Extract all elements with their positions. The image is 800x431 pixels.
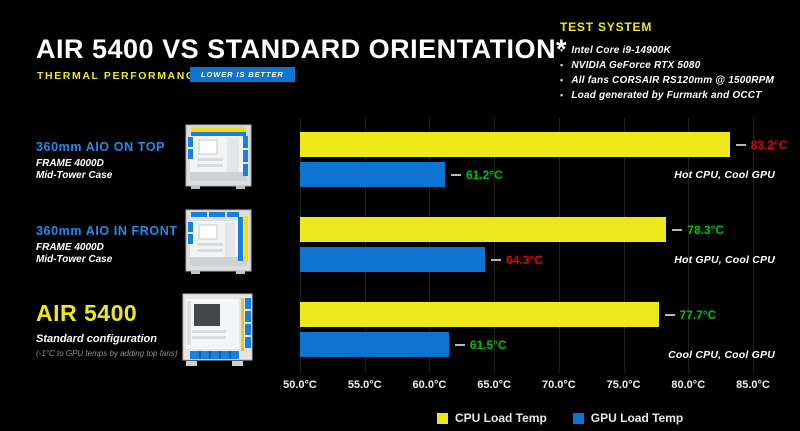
gpu-temp-bar-group-3: [300, 332, 449, 357]
case-illustration-air5400-icon: [182, 293, 253, 366]
value-leader-line: [664, 313, 675, 316]
page-title: AIR 5400 VS STANDARD ORIENTATION*: [36, 34, 568, 64]
gridline: [429, 117, 431, 373]
bullet-icon: •: [560, 90, 564, 100]
x-axis-tick-label: 70.0°C: [541, 379, 576, 391]
value-leader-line: [735, 143, 746, 146]
gpu-temp-value-group-3: 61.5°C: [454, 332, 507, 357]
test-system-item: • Intel Core i9-14900K: [560, 45, 671, 56]
row-label-air5400: AIR 5400 Standard configuration (-1°C to…: [36, 300, 177, 358]
gpu-temp-value-group-1: 61.2°C: [450, 162, 503, 187]
gridline: [688, 117, 690, 373]
gridline: [494, 117, 496, 373]
test-system-item: • Load generated by Furmark and OCCT: [560, 90, 762, 101]
bullet-icon: •: [560, 60, 564, 70]
cpu-temp-bar-group-3: [300, 302, 659, 327]
annotation-air5400: Cool CPU, Cool GPU: [668, 349, 775, 361]
gpu-temp-bar-group-1: [300, 162, 445, 187]
value-leader-line: [672, 228, 683, 231]
annotation-aio-top: Hot CPU, Cool GPU: [674, 169, 775, 181]
bar-chart-plot: 50.0°C 55.0°C 60.0°C 65.0°C 70.0°C 75.0°C 80.0…: [283, 117, 788, 391]
case-model: FRAME 4000D: [36, 242, 104, 253]
config-title-aio-top: 360mm AIO ON TOP: [36, 140, 166, 154]
x-axis-tick-label: 55.0°C: [347, 379, 382, 391]
legend-item: GPU Load Temp: [572, 411, 683, 425]
x-axis-tick-label: 80.0°C: [671, 379, 706, 391]
x-axis-tick-label: 60.0°C: [412, 379, 447, 391]
cpu-temp-bar-group-1: [300, 132, 730, 157]
row-label-aio-front: 360mm AIO IN FRONT FRAME 4000D Mid-Tower…: [36, 224, 178, 265]
bullet-icon: •: [560, 75, 564, 85]
gridline: [300, 117, 301, 373]
gridline: [364, 117, 366, 373]
case-illustration-aio-front-icon: [185, 209, 252, 274]
legend-swatch-icon: [572, 412, 584, 424]
config-title-aio-front: 360mm AIO IN FRONT: [36, 224, 178, 238]
bullet-icon: •: [560, 45, 564, 55]
config-description: Standard configuration: [36, 333, 157, 345]
case-type: Mid-Tower Case: [36, 169, 113, 181]
gridline: [558, 117, 560, 373]
gpu-temp-value-group-2: 64.3°C: [491, 247, 543, 272]
config-title-air5400: AIR 5400: [36, 300, 138, 326]
value-leader-line: [491, 258, 502, 261]
chart-legend: CPU Load Temp GPU Load Temp: [437, 411, 683, 425]
test-system-title: TEST SYSTEM: [560, 20, 653, 34]
cpu-temp-bar-group-2: [300, 217, 667, 242]
subtitle: THERMAL PERFORMANCE DATA: [37, 70, 243, 82]
gridline: [623, 117, 625, 373]
test-system-list: • Intel Core i9-14900K • NVIDIA GeForce RTX…: [560, 43, 774, 103]
case-type: Mid-Tower Case: [36, 253, 113, 265]
config-footnote: (-1°C to GPU temps by adding top fans): [36, 349, 178, 358]
gridline: [753, 117, 754, 373]
annotation-aio-front: Hot GPU, Cool CPU: [674, 254, 775, 266]
test-system-item: • All fans CORSAIR RS120mm @ 1500RPM: [560, 75, 775, 86]
x-axis-tick-label: 85.0°C: [736, 379, 770, 391]
legend-swatch-icon: [437, 412, 448, 424]
gpu-temp-bar-group-2: [300, 247, 486, 272]
value-leader-line: [450, 173, 461, 176]
row-label-aio-top: 360mm AIO ON TOP FRAME 4000D Mid-Tower C…: [36, 140, 165, 181]
case-illustration-aio-top-icon: [185, 124, 252, 189]
cpu-temp-value-group-1: 83.2°C: [735, 132, 788, 157]
x-axis-tick-label: 75.0°C: [606, 379, 641, 391]
cpu-temp-value-group-2: 78.3°C: [672, 217, 724, 242]
x-axis-tick-label: 50.0°C: [283, 379, 317, 391]
x-axis-tick-label: 65.0°C: [477, 379, 512, 391]
test-system-panel: TEST SYSTEM • Intel Core i9-14900K • NVIDIA…: [560, 20, 774, 103]
cpu-temp-value-group-3: 77.7°C: [664, 302, 716, 327]
legend-item: CPU Load Temp: [437, 411, 547, 425]
test-system-item: • NVIDIA GeForce RTX 5080: [560, 60, 701, 71]
case-model: FRAME 4000D: [36, 158, 104, 169]
lower-is-better-badge: LOWER IS BETTER: [190, 67, 295, 82]
value-leader-line: [454, 343, 465, 346]
